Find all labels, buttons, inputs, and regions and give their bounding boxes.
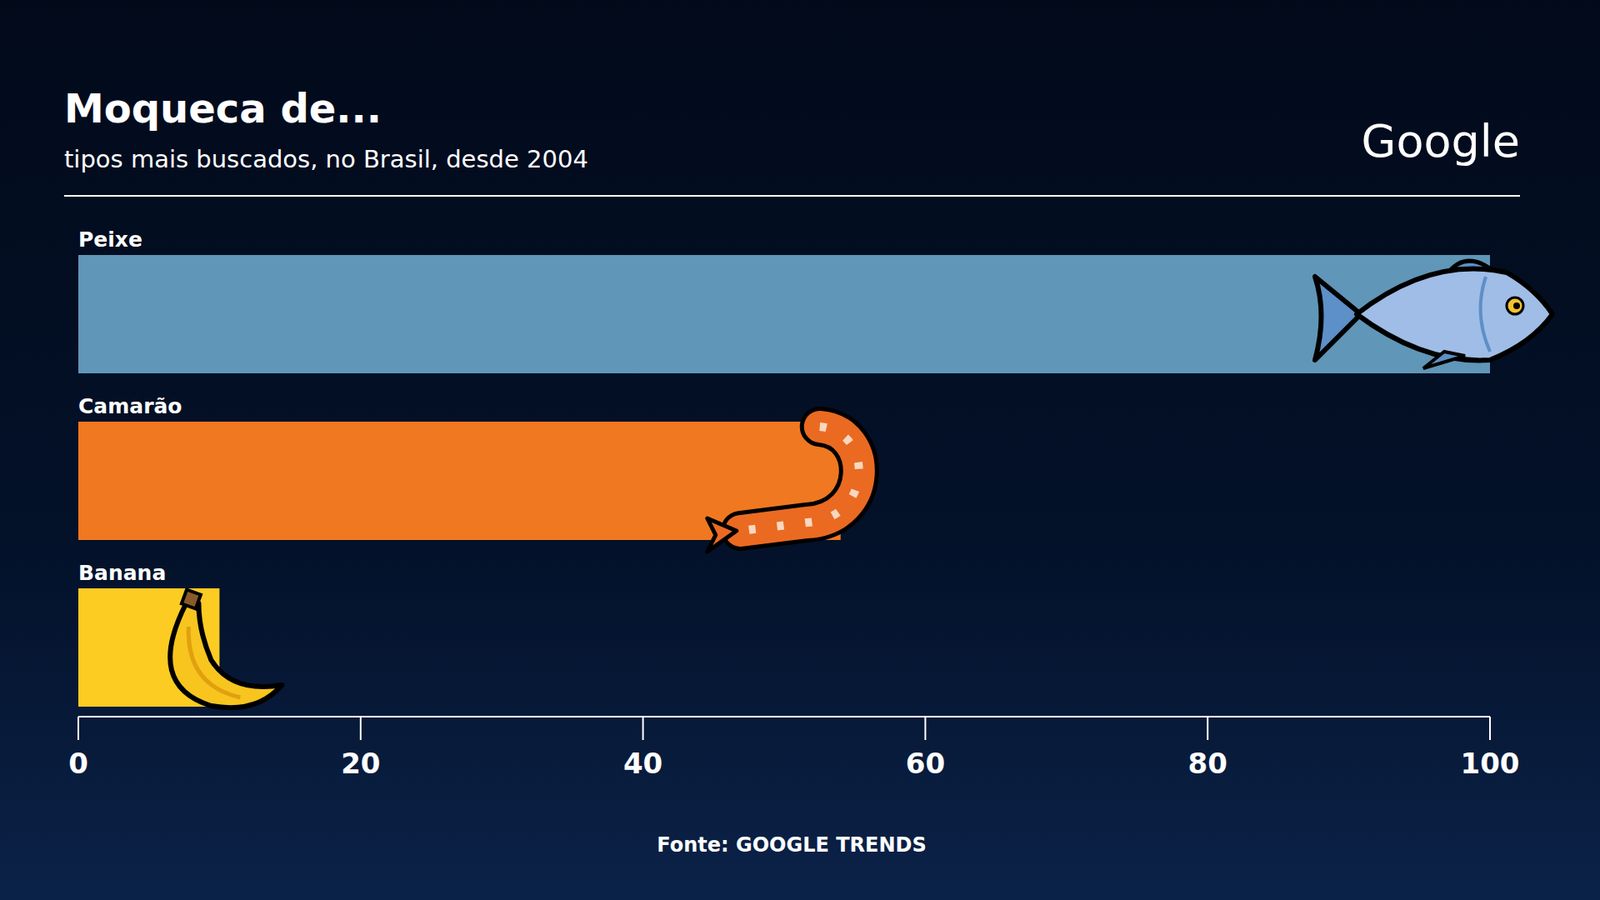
category-label: Banana [78, 560, 166, 585]
source: Fonte: GOOGLE TRENDS [656, 833, 926, 857]
category-label: Peixe [78, 227, 143, 252]
chart-svg: Moqueca de... tipos mais buscados, no Bra… [0, 0, 1600, 900]
x-axis: 0 20 40 60 80 100 [68, 716, 1520, 780]
tick-label: 40 [623, 746, 663, 780]
tick-mark [1206, 716, 1209, 740]
tick-mark [360, 716, 362, 740]
tick-label: 20 [340, 746, 380, 780]
icons [170, 260, 1553, 708]
tick-mark [77, 716, 80, 740]
category-label: Camarão [78, 394, 183, 419]
tick-label: 60 [905, 746, 945, 780]
fish-icon [1315, 260, 1553, 369]
axis-line [78, 715, 1490, 718]
tick-mark [924, 716, 926, 740]
tick-mark [642, 716, 645, 740]
tick-label: 80 [1188, 746, 1228, 780]
banana-icon [170, 589, 282, 708]
bar [78, 255, 1490, 374]
tick-mark [1489, 716, 1491, 740]
tick-label: 0 [68, 746, 89, 780]
labels: Peixe Camarão Banana [78, 227, 183, 585]
background [0, 0, 1600, 900]
bars [78, 255, 1490, 707]
subtitle: tipos mais buscados, no Brasil, desde 20… [64, 145, 589, 174]
title: Moqueca de... [64, 85, 382, 132]
header-rule [64, 195, 1520, 197]
shrimp-icon [707, 426, 860, 552]
chart-root: Moqueca de... tipos mais buscados, no Bra… [0, 0, 1600, 900]
logo: Google [1361, 115, 1520, 168]
tick-label: 100 [1460, 746, 1520, 780]
